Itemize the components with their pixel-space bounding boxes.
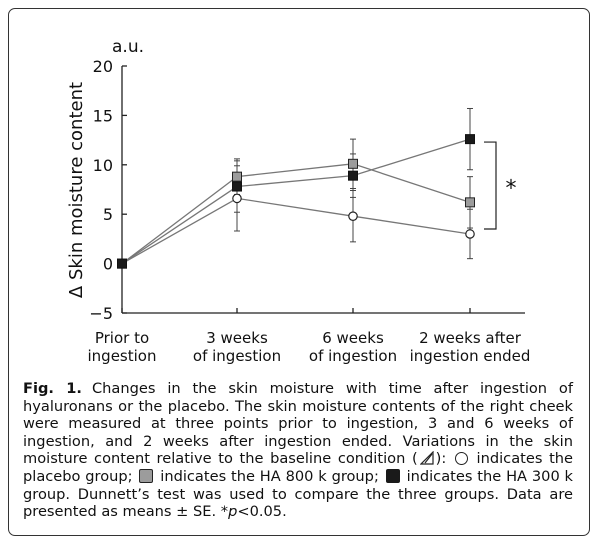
data-point-black-square	[348, 170, 358, 181]
y-tick-label: 5	[103, 205, 113, 224]
delta-icon	[419, 451, 434, 465]
caption-text-1: Changes in the skin moisture with time a…	[23, 380, 573, 468]
grey-square-icon	[139, 468, 154, 483]
data-point-open-circle	[232, 193, 242, 204]
figure-frame	[8, 8, 590, 536]
x-tick-label: 6 weeks of ingestion	[309, 329, 397, 365]
open-circle-icon	[454, 452, 468, 466]
line-chart: −5 0 5 10 15 20a.u. Δ Skin moisture content Pri…	[66, 37, 531, 365]
series-line-grey-square	[121, 163, 471, 265]
data-point-open-circle	[465, 229, 475, 239]
y-tick-label: 15	[93, 106, 113, 125]
series-line-open-circle	[121, 197, 471, 265]
significance-label: *	[506, 177, 517, 202]
data-point-open-circle	[348, 211, 358, 221]
y-tick-label: 20	[93, 57, 113, 76]
x-tick-label: Prior to ingestion	[88, 329, 157, 365]
data-point-black-square	[232, 181, 242, 192]
caption-text-6: <0.05.	[237, 503, 287, 521]
data-point-black-square	[117, 258, 127, 269]
x-tick-label: 3 weeks of ingestion	[193, 329, 281, 365]
caption-label: Fig. 1.	[23, 380, 82, 397]
caption-text-3: indicates the placebo group;	[23, 450, 574, 485]
x-tick-label: 2 weeks after ingestion ended	[410, 329, 531, 365]
figure-caption: Fig. 1. Changes in the skin moisture with…	[23, 380, 573, 521]
caption-p-symbol: p	[228, 503, 238, 521]
unit-label: a.u.	[112, 37, 144, 57]
data-point-black-square	[465, 134, 475, 145]
data-point-grey-square	[232, 171, 242, 182]
significance-bracket	[484, 141, 497, 230]
y-tick-label: 0	[103, 255, 113, 274]
y-axis-label: Δ Skin moisture content	[66, 82, 87, 298]
y-tick-label: −5	[89, 304, 113, 323]
caption-text-2: ):	[435, 450, 447, 468]
series-line-black-square	[121, 138, 471, 265]
caption-text-4: indicates the HA 800 k group;	[160, 467, 379, 485]
y-tick-label: 10	[93, 156, 113, 175]
data-point-grey-square	[348, 158, 358, 169]
data-point-grey-square	[465, 197, 475, 208]
black-square-icon	[385, 468, 400, 483]
caption-text-5: indicates the HA 300 k group. Dunnett’s …	[23, 467, 574, 521]
